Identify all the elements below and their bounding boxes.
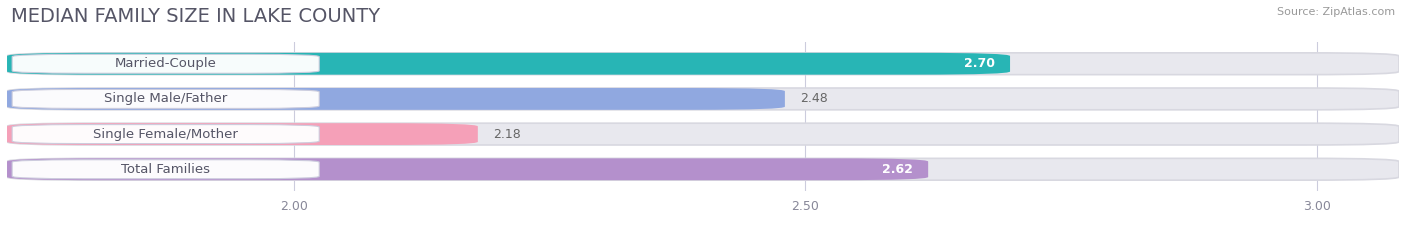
FancyBboxPatch shape <box>7 88 785 110</box>
Text: 2.18: 2.18 <box>494 128 522 140</box>
FancyBboxPatch shape <box>7 53 1399 75</box>
FancyBboxPatch shape <box>7 123 478 145</box>
Text: Total Families: Total Families <box>121 163 209 176</box>
Text: Married-Couple: Married-Couple <box>115 57 217 70</box>
FancyBboxPatch shape <box>13 125 319 144</box>
Text: MEDIAN FAMILY SIZE IN LAKE COUNTY: MEDIAN FAMILY SIZE IN LAKE COUNTY <box>11 7 381 26</box>
FancyBboxPatch shape <box>7 53 1010 75</box>
FancyBboxPatch shape <box>13 89 319 108</box>
Text: 2.70: 2.70 <box>963 57 994 70</box>
Text: 2.62: 2.62 <box>882 163 912 176</box>
Text: Single Male/Father: Single Male/Father <box>104 93 228 105</box>
FancyBboxPatch shape <box>7 123 1399 145</box>
Text: Single Female/Mother: Single Female/Mother <box>93 128 238 140</box>
Text: Source: ZipAtlas.com: Source: ZipAtlas.com <box>1277 7 1395 17</box>
FancyBboxPatch shape <box>13 54 319 73</box>
FancyBboxPatch shape <box>7 88 1399 110</box>
FancyBboxPatch shape <box>13 160 319 179</box>
Text: 2.48: 2.48 <box>800 93 828 105</box>
FancyBboxPatch shape <box>7 158 928 180</box>
FancyBboxPatch shape <box>7 158 1399 180</box>
